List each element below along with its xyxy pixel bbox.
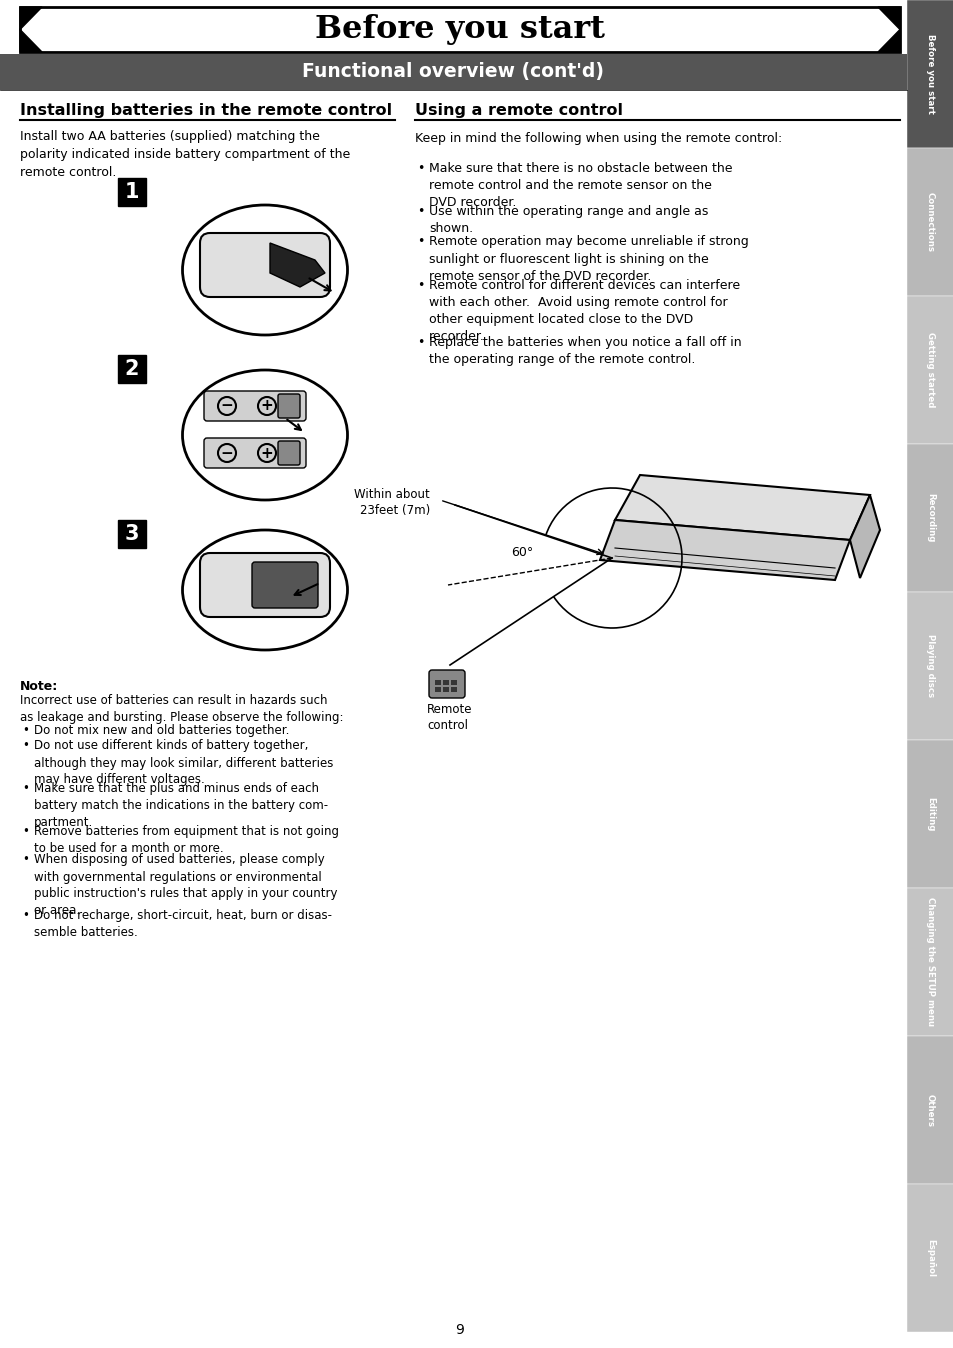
Text: 2: 2 bbox=[125, 359, 139, 379]
Text: Recording: Recording bbox=[925, 493, 934, 543]
Bar bbox=[451, 687, 456, 692]
Text: •: • bbox=[22, 825, 29, 837]
Text: Make sure that the plus and minus ends of each
battery match the indications in : Make sure that the plus and minus ends o… bbox=[34, 782, 328, 829]
Text: Before you start: Before you start bbox=[314, 13, 604, 44]
Text: Do not recharge, short-circuit, heat, burn or disas-
semble batteries.: Do not recharge, short-circuit, heat, bu… bbox=[34, 910, 332, 940]
Text: •: • bbox=[22, 724, 29, 737]
FancyBboxPatch shape bbox=[277, 394, 299, 418]
Bar bbox=[118, 178, 146, 206]
Text: −: − bbox=[220, 399, 233, 414]
Bar bbox=[20, 7, 899, 53]
FancyBboxPatch shape bbox=[200, 233, 330, 297]
Bar bbox=[906, 592, 953, 740]
Text: Connections: Connections bbox=[925, 191, 934, 252]
Text: Do not use different kinds of battery together,
although they may look similar, : Do not use different kinds of battery to… bbox=[34, 740, 333, 786]
Text: Getting started: Getting started bbox=[925, 333, 934, 407]
Text: Playing discs: Playing discs bbox=[925, 635, 934, 697]
Text: Within about
23feet (7m): Within about 23feet (7m) bbox=[354, 488, 430, 518]
Bar bbox=[118, 355, 146, 383]
Bar bbox=[906, 443, 953, 592]
Text: Install two AA batteries (supplied) matching the
polarity indicated inside batte: Install two AA batteries (supplied) matc… bbox=[20, 129, 350, 179]
Polygon shape bbox=[615, 474, 869, 541]
Polygon shape bbox=[877, 7, 899, 53]
Bar bbox=[442, 679, 449, 685]
Text: •: • bbox=[416, 279, 424, 293]
Text: Installing batteries in the remote control: Installing batteries in the remote contr… bbox=[20, 102, 392, 119]
Bar bbox=[906, 1184, 953, 1332]
Text: Replace the batteries when you notice a fall off in
the operating range of the r: Replace the batteries when you notice a … bbox=[429, 336, 740, 367]
Bar bbox=[906, 888, 953, 1037]
FancyBboxPatch shape bbox=[204, 391, 306, 421]
Text: Before you start: Before you start bbox=[925, 34, 934, 115]
Text: Using a remote control: Using a remote control bbox=[415, 102, 622, 119]
Text: •: • bbox=[416, 336, 424, 349]
Text: Remote operation may become unreliable if strong
sunlight or fluorescent light i: Remote operation may become unreliable i… bbox=[429, 236, 748, 283]
Bar bbox=[906, 740, 953, 888]
Bar bbox=[442, 687, 449, 692]
Text: Others: Others bbox=[925, 1093, 934, 1127]
Text: Remote
control: Remote control bbox=[427, 704, 472, 732]
Bar bbox=[118, 520, 146, 549]
Text: +: + bbox=[260, 445, 274, 461]
FancyBboxPatch shape bbox=[252, 562, 317, 608]
Text: +: + bbox=[260, 399, 274, 414]
Text: •: • bbox=[416, 236, 424, 248]
Text: Keep in mind the following when using the remote control:: Keep in mind the following when using th… bbox=[415, 132, 781, 146]
Ellipse shape bbox=[182, 205, 347, 336]
Text: Functional overview (cont'd): Functional overview (cont'd) bbox=[302, 62, 603, 81]
Text: 1: 1 bbox=[125, 182, 139, 202]
Text: Remote control for different devices can interfere
with each other.  Avoid using: Remote control for different devices can… bbox=[429, 279, 740, 342]
Ellipse shape bbox=[182, 369, 347, 500]
Text: 3: 3 bbox=[125, 524, 139, 545]
Bar bbox=[906, 148, 953, 297]
Text: 9: 9 bbox=[456, 1322, 464, 1337]
Bar bbox=[451, 679, 456, 685]
Text: Español: Español bbox=[925, 1239, 934, 1277]
Text: When disposing of used batteries, please comply
with governmental regulations or: When disposing of used batteries, please… bbox=[34, 853, 337, 918]
Bar bbox=[906, 0, 953, 148]
Polygon shape bbox=[20, 7, 42, 53]
Bar bbox=[435, 687, 440, 692]
Text: Use within the operating range and angle as
shown.: Use within the operating range and angle… bbox=[429, 205, 708, 236]
Text: •: • bbox=[416, 205, 424, 218]
Polygon shape bbox=[270, 243, 325, 287]
Ellipse shape bbox=[182, 530, 347, 650]
Text: Make sure that there is no obstacle between the
remote control and the remote se: Make sure that there is no obstacle betw… bbox=[429, 162, 732, 209]
Bar bbox=[906, 1037, 953, 1184]
FancyBboxPatch shape bbox=[277, 441, 299, 465]
Bar bbox=[906, 297, 953, 443]
Bar bbox=[435, 679, 440, 685]
FancyBboxPatch shape bbox=[200, 553, 330, 617]
Text: Incorrect use of batteries can result in hazards such
as leakage and bursting. P: Incorrect use of batteries can result in… bbox=[20, 694, 343, 724]
Text: •: • bbox=[22, 782, 29, 795]
Text: •: • bbox=[22, 740, 29, 752]
Text: Do not mix new and old batteries together.: Do not mix new and old batteries togethe… bbox=[34, 724, 289, 737]
Text: −: − bbox=[220, 445, 233, 461]
Polygon shape bbox=[599, 520, 849, 580]
Polygon shape bbox=[849, 495, 879, 578]
Text: Note:: Note: bbox=[20, 679, 58, 693]
Text: Editing: Editing bbox=[925, 797, 934, 832]
Text: Changing the SETUP menu: Changing the SETUP menu bbox=[925, 898, 934, 1027]
FancyBboxPatch shape bbox=[429, 670, 464, 698]
Text: •: • bbox=[22, 853, 29, 867]
Text: •: • bbox=[22, 910, 29, 922]
Bar bbox=[0, 54, 906, 90]
FancyBboxPatch shape bbox=[204, 438, 306, 468]
Text: •: • bbox=[416, 162, 424, 175]
Text: 60°: 60° bbox=[511, 546, 533, 559]
Text: Remove batteries from equipment that is not going
to be used for a month or more: Remove batteries from equipment that is … bbox=[34, 825, 338, 855]
